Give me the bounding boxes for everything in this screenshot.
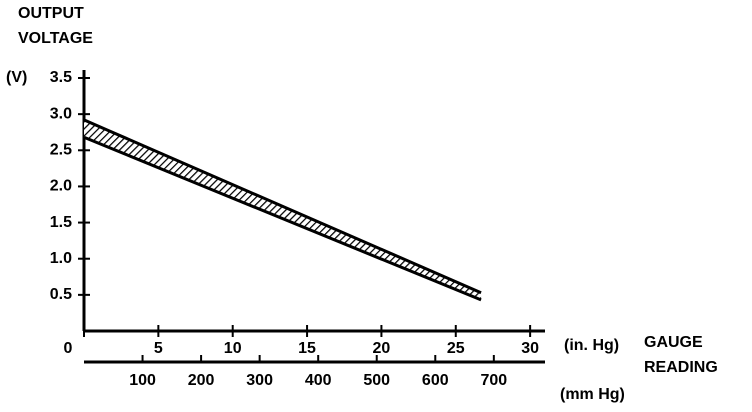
x-unit: (in. Hg) [564,337,619,354]
x2-unit: (mm Hg) [560,386,625,403]
x2-tick-label: 400 [305,372,332,389]
x-tick-label: 30 [521,340,539,357]
y-tick-label: 0.5 [50,286,72,303]
x-label: READING [644,359,718,376]
x2-tick-label: 500 [363,372,390,389]
y-tick-label: 2.5 [50,142,72,159]
x-tick-label: 15 [298,340,316,357]
y-tick-label: 1.5 [50,214,72,231]
x-tick-label: 25 [447,340,465,357]
x2-tick-label: 600 [422,372,449,389]
x-tick-label: 5 [154,340,163,357]
y-label: OUTPUT [18,5,84,22]
band-edge [83,135,482,302]
y-tick-label: 1.0 [50,250,72,267]
y-tick-label: 3.5 [50,69,72,86]
x2-tick-label: 100 [129,372,156,389]
y-unit: (V) [6,69,27,86]
band-edge [83,118,482,295]
x-tick-label: 10 [224,340,242,357]
y-tick-label: 2.0 [50,178,72,195]
band-fill [84,119,482,300]
x2-tick-label: 300 [246,372,273,389]
x-label: GAUGE [644,334,703,351]
x2-tick-label: 200 [188,372,215,389]
x-tick-label: 20 [373,340,391,357]
x2-tick-label: 700 [480,372,507,389]
y-label: VOLTAGE [18,30,93,47]
x-tick-label: 0 [64,340,73,357]
y-tick-label: 3.0 [50,105,72,122]
